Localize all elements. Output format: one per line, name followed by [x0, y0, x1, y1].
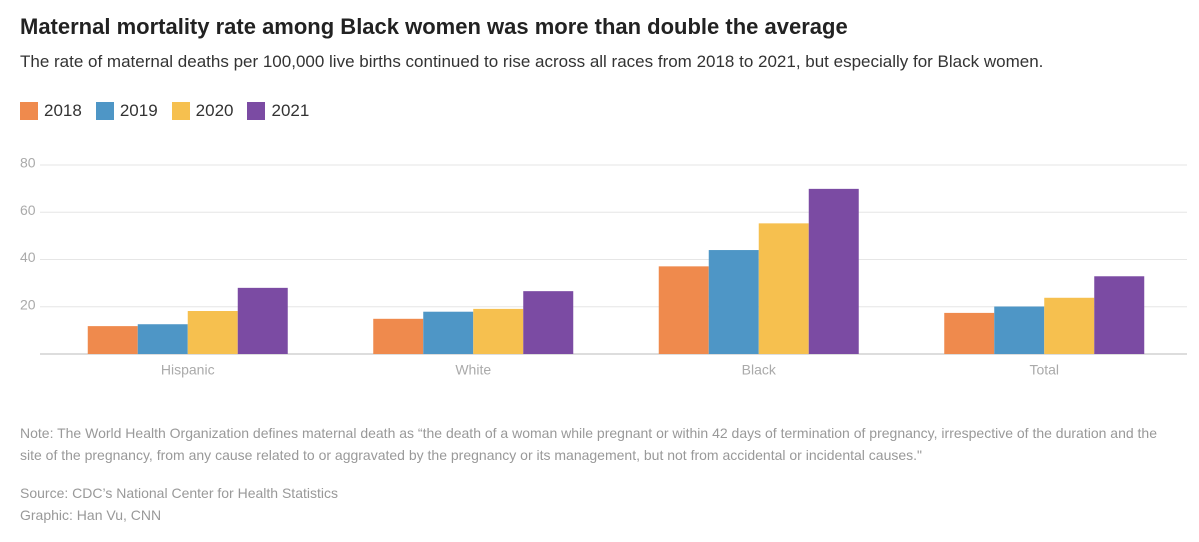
- bar: [708, 250, 759, 354]
- chart-subtitle: The rate of maternal deaths per 100,000 …: [20, 52, 1044, 71]
- legend-label: 2018: [44, 101, 82, 120]
- x-tick-label: Black: [742, 362, 777, 378]
- legend-swatch: [20, 102, 38, 120]
- legend-item: 2021: [247, 101, 309, 121]
- bar: [87, 326, 138, 354]
- x-tick-label: Total: [1029, 362, 1059, 378]
- legend-label: 2020: [195, 101, 234, 120]
- bar: [944, 312, 995, 354]
- legend-item: 2020: [171, 101, 234, 121]
- source: Source: CDC’s National Center for Health…: [20, 485, 338, 501]
- bar: [523, 291, 574, 354]
- bar: [808, 188, 859, 354]
- chart-title: Maternal mortality rate among Black wome…: [20, 14, 848, 39]
- legend-label: 2019: [119, 101, 158, 120]
- x-tick-label: Hispanic: [161, 362, 215, 378]
- bar: [237, 287, 288, 354]
- bar: [373, 318, 424, 354]
- chart: 20 40 60 80 Hispanic White Black Total: [20, 155, 1187, 378]
- legend-swatch: [171, 102, 190, 120]
- bar: [758, 223, 809, 354]
- bar: [423, 311, 474, 354]
- bar: [1044, 297, 1095, 354]
- x-tick-label: White: [455, 362, 491, 378]
- legend-label: 2021: [271, 101, 310, 120]
- bar: [187, 311, 238, 354]
- legend-item: 2019: [95, 101, 158, 121]
- y-tick-label: 60: [20, 202, 36, 218]
- bar: [137, 324, 188, 354]
- bar: [658, 266, 709, 354]
- credit: Graphic: Han Vu, CNN: [20, 507, 162, 523]
- bar: [1094, 276, 1145, 354]
- bar: [994, 306, 1045, 354]
- y-tick-label: 20: [20, 296, 36, 312]
- note: Note: The World Health Organization defi…: [20, 425, 1157, 463]
- y-tick-label: 80: [20, 155, 36, 171]
- legend-swatch: [95, 102, 114, 120]
- y-tick-label: 40: [20, 249, 36, 265]
- legend-item: 2018: [20, 101, 82, 121]
- legend: 2018 2019 2020 2021: [20, 101, 309, 121]
- legend-swatch: [247, 102, 266, 120]
- bar: [473, 308, 524, 354]
